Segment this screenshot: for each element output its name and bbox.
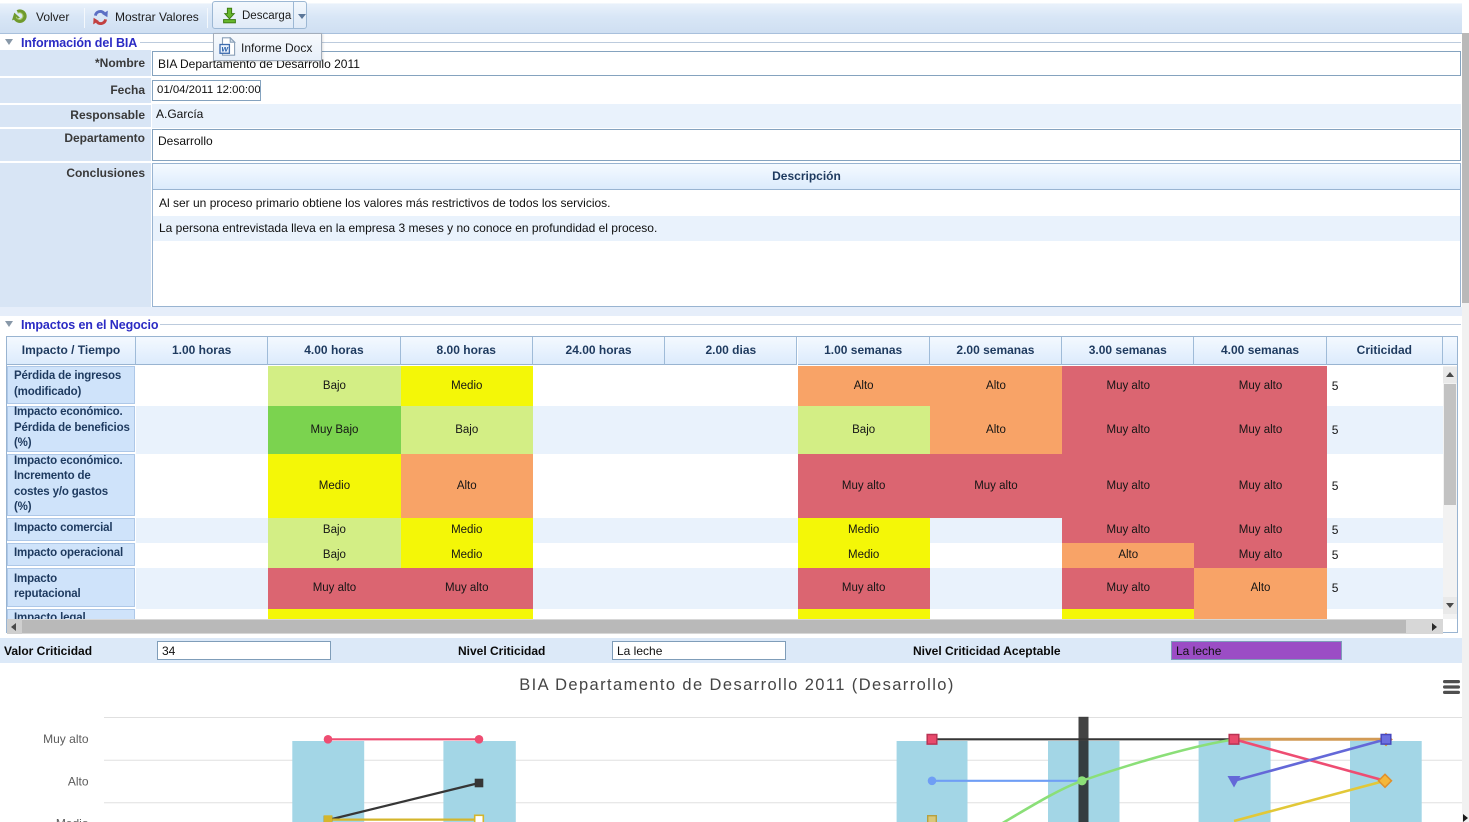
svg-text:Medio: Medio (56, 817, 89, 822)
svg-text:Muy alto: Muy alto (43, 732, 89, 746)
svg-text:w: w (222, 44, 229, 54)
svg-text:Alto: Alto (68, 774, 89, 788)
svg-text:BIA Departamento de Desarrollo: BIA Departamento de Desarrollo 2011 (Des… (519, 676, 955, 694)
